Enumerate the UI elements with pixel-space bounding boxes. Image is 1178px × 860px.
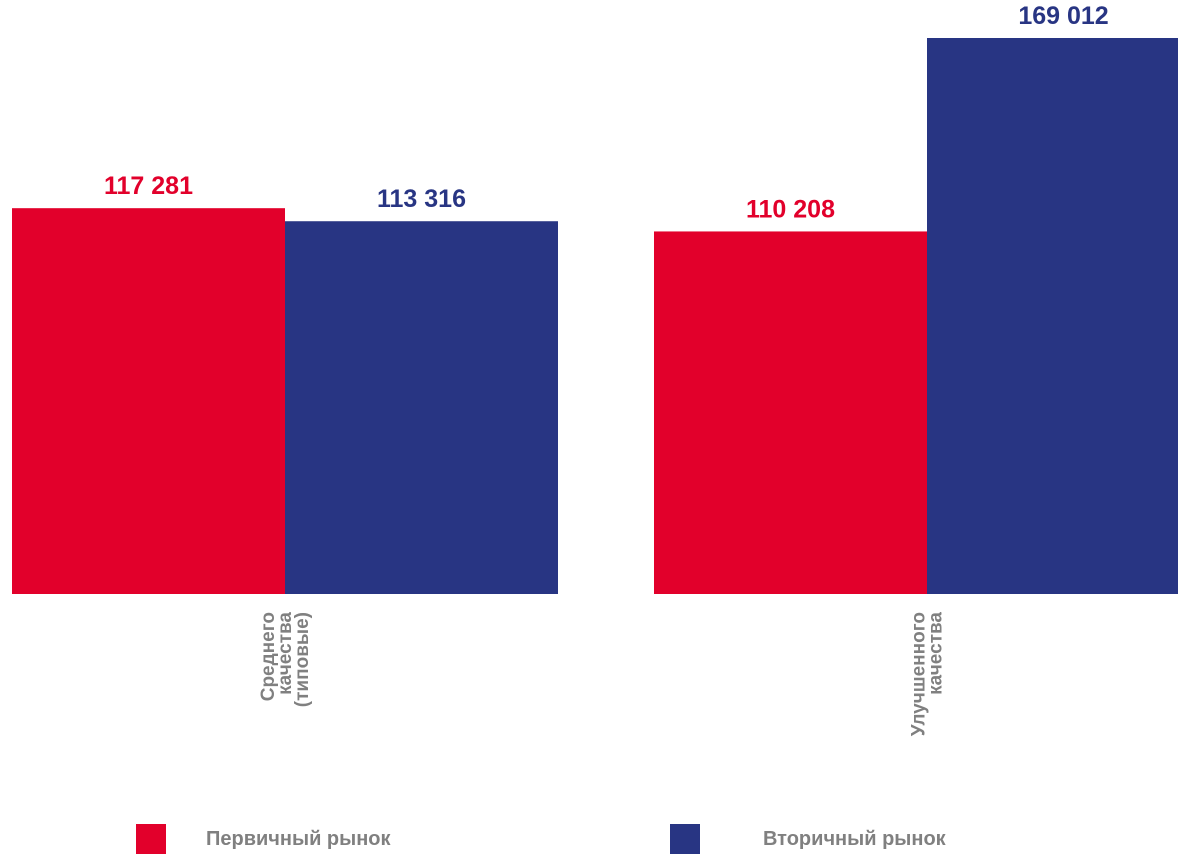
category-label-line: качества xyxy=(275,612,296,695)
bar-primary-1 xyxy=(12,208,285,594)
legend-label-secondary: Вторичный рынок xyxy=(763,827,946,850)
legend-item-primary: Первичный рынок xyxy=(136,824,391,854)
category-label-line: качества xyxy=(926,612,947,695)
category-label-1: Среднегокачества(типовые) xyxy=(258,612,313,708)
value-label-primary-1: 117 281 xyxy=(104,172,193,200)
value-label-primary-2: 110 208 xyxy=(746,195,835,223)
bar-chart: 117 281 113 316Среднегокачества(типовые)1… xyxy=(12,2,1178,737)
category-label-2: Улучшенногокачества xyxy=(909,612,947,737)
category-label-line: Улучшенного xyxy=(909,612,930,736)
legend-swatch-secondary xyxy=(670,824,700,854)
legend-item-secondary: Вторичный рынок xyxy=(670,824,946,854)
category-label-line: Среднего xyxy=(258,612,279,701)
bar-secondary-1 xyxy=(285,221,558,594)
value-label-secondary-2: 169 012 xyxy=(1018,2,1108,30)
category-label-line: (типовые) xyxy=(292,612,313,707)
legend-swatch-primary xyxy=(136,824,166,854)
legend-label-primary: Первичный рынок xyxy=(206,827,391,850)
bar-primary-2 xyxy=(654,231,927,594)
value-label-secondary-1: 113 316 xyxy=(377,185,466,213)
bar-secondary-2 xyxy=(927,38,1178,594)
